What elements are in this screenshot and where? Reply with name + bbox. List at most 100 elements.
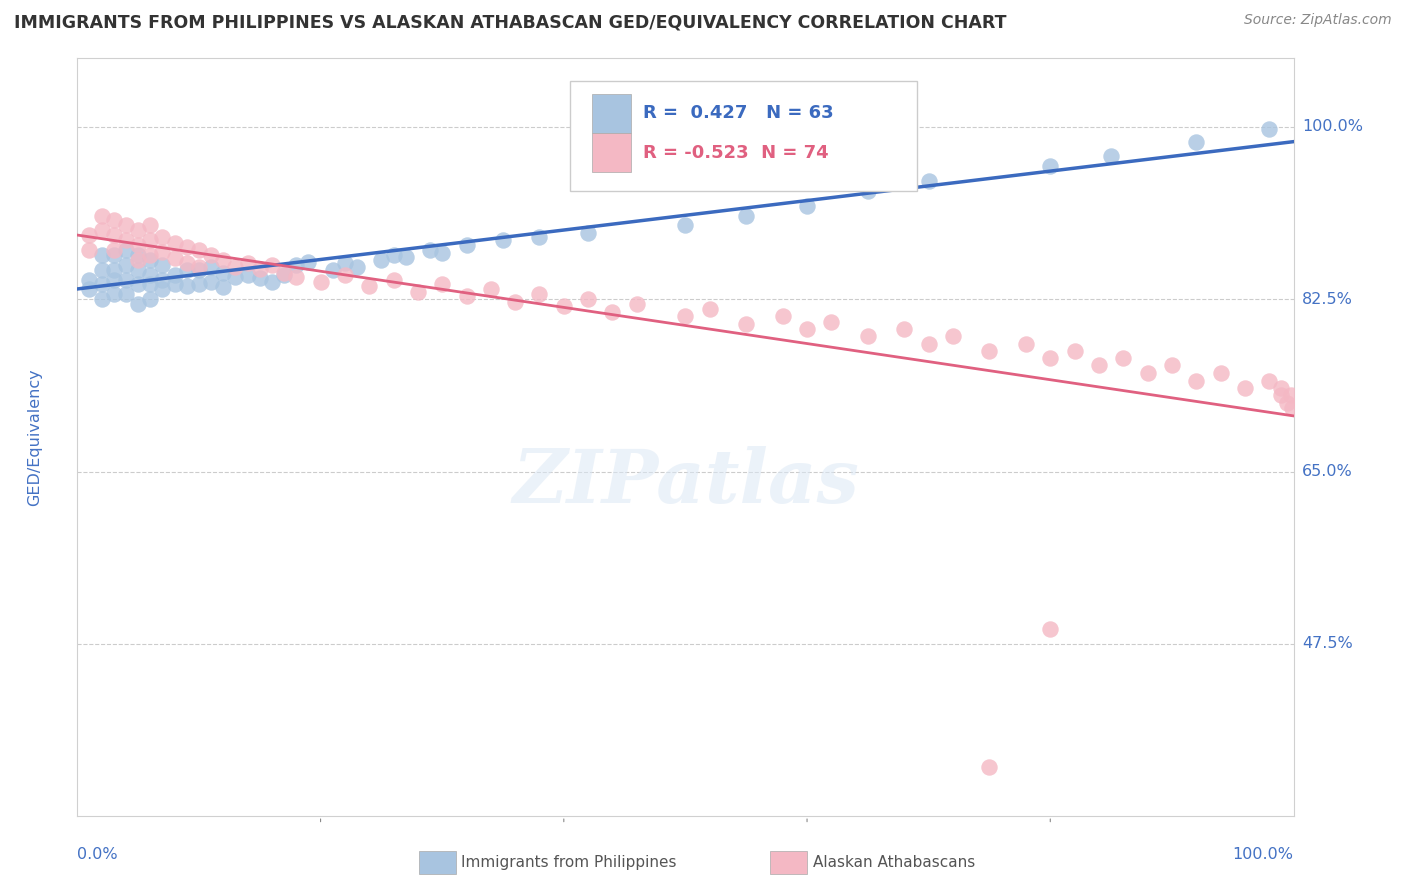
Point [856, 328, 879, 343]
Point [139, 277, 162, 292]
Point [139, 233, 162, 247]
Point [152, 244, 174, 259]
Point [1185, 135, 1208, 149]
Point [176, 240, 198, 254]
Point [152, 272, 174, 286]
Point [456, 289, 478, 303]
Point [90, 292, 112, 306]
Point [856, 184, 879, 198]
Point [103, 272, 125, 286]
Point [273, 266, 295, 280]
Point [273, 268, 295, 282]
Point [1039, 351, 1062, 366]
Point [163, 268, 186, 282]
Point [176, 279, 198, 293]
Point [176, 256, 198, 270]
Text: 82.5%: 82.5% [1302, 292, 1353, 307]
FancyBboxPatch shape [569, 80, 917, 191]
Point [1258, 374, 1281, 388]
Point [820, 315, 842, 329]
Point [90, 248, 112, 262]
Point [212, 266, 235, 280]
Point [1136, 366, 1159, 380]
FancyBboxPatch shape [592, 133, 631, 172]
Point [236, 268, 259, 282]
Point [103, 248, 125, 262]
Point [90, 262, 112, 277]
Point [1270, 388, 1292, 402]
Point [395, 250, 418, 264]
Point [1258, 121, 1281, 136]
Text: ZIPatlas: ZIPatlas [512, 446, 859, 519]
Point [90, 223, 112, 237]
Point [626, 297, 648, 311]
Point [285, 258, 308, 272]
Point [249, 270, 271, 285]
Point [79, 243, 101, 257]
Point [103, 262, 125, 277]
Text: 65.0%: 65.0% [1302, 464, 1353, 479]
Point [200, 260, 222, 274]
Point [90, 209, 112, 223]
Point [139, 219, 162, 233]
Point [576, 226, 599, 240]
Point [152, 282, 174, 296]
Point [139, 268, 162, 282]
Point [1185, 374, 1208, 388]
Point [333, 268, 356, 282]
Point [127, 297, 149, 311]
Point [127, 223, 149, 237]
Point [212, 252, 235, 267]
Point [90, 277, 112, 292]
Point [79, 228, 101, 243]
Point [602, 305, 624, 319]
Point [529, 230, 551, 244]
Point [1063, 344, 1085, 359]
Point [322, 262, 344, 277]
Point [188, 262, 211, 277]
Point [796, 199, 818, 213]
Point [576, 292, 599, 306]
Point [79, 282, 101, 296]
FancyBboxPatch shape [592, 94, 631, 133]
Point [127, 252, 149, 267]
Point [188, 243, 211, 257]
Point [406, 285, 429, 300]
Point [479, 282, 502, 296]
Point [529, 287, 551, 301]
Point [772, 309, 794, 323]
Point [115, 272, 138, 286]
Text: R = -0.523  N = 74: R = -0.523 N = 74 [643, 144, 828, 161]
Point [224, 260, 246, 274]
Point [297, 255, 319, 269]
Point [370, 252, 392, 267]
Point [309, 275, 332, 289]
Point [796, 322, 818, 336]
Point [260, 275, 283, 289]
Point [1270, 381, 1292, 395]
Point [249, 261, 271, 276]
Point [553, 299, 575, 313]
Point [163, 251, 186, 265]
Text: Alaskan Athabascans: Alaskan Athabascans [813, 855, 974, 870]
Point [285, 269, 308, 284]
Point [139, 252, 162, 267]
Point [503, 295, 526, 310]
Point [430, 277, 453, 292]
Point [1209, 366, 1232, 380]
Point [1088, 358, 1111, 372]
Point [200, 248, 222, 262]
Point [699, 301, 721, 316]
Point [1112, 351, 1135, 366]
Point [188, 260, 211, 274]
Point [79, 272, 101, 286]
Point [918, 174, 941, 188]
Text: Immigrants from Philippines: Immigrants from Philippines [461, 855, 676, 870]
Point [675, 219, 697, 233]
Point [942, 328, 965, 343]
Text: GED/Equivalency: GED/Equivalency [27, 368, 42, 506]
Point [103, 213, 125, 227]
Point [333, 256, 356, 270]
Point [675, 309, 697, 323]
Point [103, 228, 125, 243]
